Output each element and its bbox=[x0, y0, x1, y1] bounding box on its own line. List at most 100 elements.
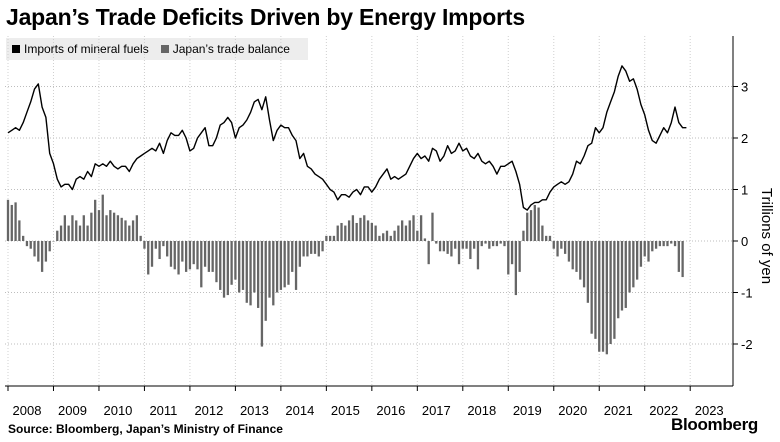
trade-balance-bar bbox=[313, 241, 317, 254]
trade-balance-bar bbox=[480, 241, 483, 247]
mineral-fuels-line bbox=[7, 65, 687, 211]
trade-balance-bar bbox=[491, 241, 495, 247]
trade-balance-bar bbox=[529, 210, 533, 241]
trade-balance-bar bbox=[67, 225, 70, 241]
trade-balance-bar bbox=[86, 225, 89, 241]
trade-balance-bar bbox=[340, 222, 343, 241]
x-tick-label: 2020 bbox=[558, 403, 587, 418]
trade-balance-bar bbox=[52, 241, 55, 242]
trade-balance-bar bbox=[586, 241, 590, 303]
y-tick-label: 1 bbox=[741, 183, 748, 198]
trade-balance-bar bbox=[347, 220, 351, 241]
trade-balance-bar bbox=[188, 241, 192, 270]
source-note: Source: Bloomberg, Japan’s Ministry of F… bbox=[8, 422, 283, 436]
trade-balance-bar bbox=[173, 241, 176, 270]
x-tick-label: 2021 bbox=[604, 403, 633, 418]
trade-balance-bar bbox=[207, 241, 211, 272]
trade-balance-bar bbox=[192, 241, 195, 265]
trade-balance-bar bbox=[397, 225, 400, 241]
trade-balance-bar bbox=[101, 194, 104, 241]
trade-balance-bar bbox=[507, 241, 510, 275]
trade-balance-bar bbox=[71, 215, 74, 241]
trade-balance-bar bbox=[63, 215, 66, 241]
x-tick-label: 2014 bbox=[285, 403, 314, 418]
trade-balance-bar bbox=[541, 225, 544, 241]
trade-balance-bar bbox=[647, 241, 650, 262]
trade-balance-bar bbox=[567, 241, 571, 262]
trade-balance-bar bbox=[253, 241, 256, 293]
trade-balance-bar bbox=[423, 238, 427, 241]
trade-balance-bar bbox=[306, 241, 309, 257]
trade-balance-bar bbox=[355, 222, 358, 241]
legend-label-trade-balance: Japan’s trade balance bbox=[172, 42, 290, 56]
trade-balance-bar bbox=[310, 241, 313, 254]
trade-balance-bar bbox=[10, 204, 13, 241]
y-axis-label: Trillions of yen bbox=[758, 188, 775, 284]
trade-balance-bar bbox=[442, 241, 445, 252]
trade-balance-bar bbox=[598, 241, 601, 352]
trade-balance-bar bbox=[291, 241, 294, 272]
x-tick-label: 2017 bbox=[422, 403, 451, 418]
trade-balance-bar bbox=[230, 241, 233, 285]
trade-balance-bar bbox=[556, 241, 559, 257]
trade-balance-bar bbox=[435, 241, 438, 244]
trade-balance-bar bbox=[82, 215, 85, 241]
trade-balance-bar bbox=[401, 220, 404, 241]
x-tick-label: 2012 bbox=[194, 403, 223, 418]
trade-balance-bar bbox=[135, 215, 139, 241]
trade-balance-bar bbox=[609, 241, 612, 344]
axes: -2 -1 0 1 2 3 2008 2009 2010 2011 2012 2013 2014 2015… bbox=[5, 36, 753, 418]
trade-balance-bar bbox=[59, 225, 63, 241]
trade-balance-bar bbox=[150, 241, 154, 267]
trade-balance-bar bbox=[97, 210, 101, 241]
x-tick-label: 2013 bbox=[240, 403, 269, 418]
trade-balance-bar bbox=[673, 241, 677, 247]
legend-item-mineral-fuels: Imports of mineral fuels bbox=[12, 42, 149, 56]
trade-balance-bar bbox=[25, 241, 29, 247]
trade-balance-bar bbox=[658, 241, 662, 247]
trade-balance-bar bbox=[651, 241, 654, 252]
trade-balance-bar bbox=[22, 235, 25, 241]
trade-balance-bar bbox=[563, 241, 567, 254]
trade-balance-bar bbox=[37, 241, 40, 262]
trade-balance-bar bbox=[632, 241, 635, 288]
trade-balance-bar bbox=[139, 235, 142, 241]
trade-balance-bar bbox=[404, 225, 408, 241]
trade-balance-bar bbox=[131, 220, 135, 241]
trade-balance-bar bbox=[109, 210, 112, 241]
trade-balance-bar bbox=[249, 241, 252, 306]
trade-balance-bar bbox=[260, 241, 264, 347]
x-tick-label: 2009 bbox=[58, 403, 87, 418]
trade-balance-bar bbox=[40, 241, 44, 272]
trade-balance-bar bbox=[681, 241, 684, 278]
trade-balance-bar bbox=[222, 241, 226, 298]
trade-balance-bar bbox=[662, 241, 665, 247]
trade-balance-bar bbox=[203, 241, 207, 267]
trade-balance-bar bbox=[14, 202, 17, 241]
trade-balance-bar bbox=[378, 235, 381, 241]
trade-balance-bar bbox=[382, 233, 385, 241]
trade-balance-bar bbox=[272, 241, 275, 306]
trade-balance-bar bbox=[264, 241, 267, 321]
trade-balance-bar bbox=[112, 212, 116, 241]
trade-balance-bar bbox=[454, 241, 457, 249]
legend-item-trade-balance: Japan’s trade balance bbox=[160, 42, 290, 56]
trade-balance-bar bbox=[158, 241, 161, 260]
trade-balance-bar bbox=[408, 220, 411, 241]
trade-balance-bar bbox=[116, 215, 120, 241]
trade-balance-bar bbox=[200, 241, 203, 288]
y-tick-label: 0 bbox=[741, 234, 748, 249]
legend-swatch-mineral-fuels bbox=[12, 45, 20, 53]
trade-balance-bar bbox=[590, 241, 593, 334]
trade-balance-bar bbox=[560, 241, 563, 249]
x-tick-label: 2010 bbox=[103, 403, 132, 418]
x-tick-label: 2023 bbox=[695, 403, 724, 418]
trade-balance-bar bbox=[461, 241, 464, 249]
trade-balance-bar bbox=[234, 241, 237, 280]
trade-balance-bar bbox=[184, 241, 188, 272]
trade-balance-bar bbox=[548, 235, 552, 241]
trade-balance-bar bbox=[473, 241, 476, 249]
trade-balance-bar bbox=[628, 241, 631, 293]
trade-balance-bar bbox=[624, 241, 627, 308]
trade-balance-bar bbox=[385, 230, 389, 241]
